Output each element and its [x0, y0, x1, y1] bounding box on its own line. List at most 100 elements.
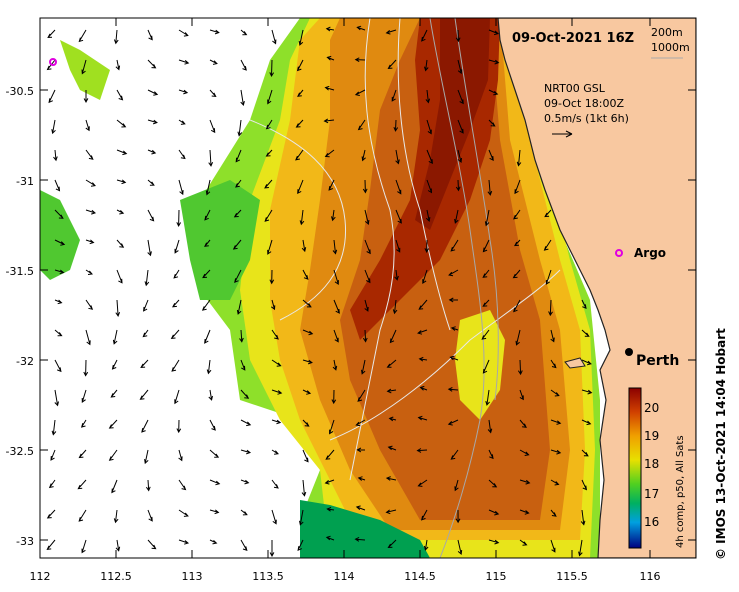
current-vector [267, 89, 273, 105]
current-vector [355, 419, 366, 427]
current-vector [85, 239, 95, 245]
current-vector [421, 29, 428, 42]
current-vector [455, 179, 461, 192]
current-vector [240, 419, 252, 427]
current-vector [54, 329, 63, 337]
current-vector [176, 209, 182, 227]
current-vector [85, 299, 94, 310]
current-vector [265, 119, 273, 130]
current-vector [581, 389, 593, 395]
current-vector [326, 55, 335, 61]
current-vector [361, 149, 366, 162]
current-vector [115, 59, 121, 71]
current-vector [395, 209, 402, 224]
current-vector [85, 269, 93, 275]
current-vector [48, 89, 56, 104]
current-vector [394, 269, 399, 281]
current-vector [302, 389, 312, 395]
current-vector [385, 476, 397, 481]
argo-marker [615, 249, 623, 257]
current-vector [455, 29, 461, 43]
current-vector [54, 209, 64, 219]
current-vector [550, 449, 562, 455]
current-vector [426, 119, 432, 135]
current-vector [178, 119, 186, 125]
current-vector [448, 269, 459, 277]
current-vector [46, 539, 56, 551]
current-vector [355, 505, 366, 511]
current-vector [85, 329, 91, 346]
current-vector [488, 539, 500, 545]
current-vector [178, 179, 184, 196]
current-vector [417, 479, 428, 487]
current-vector [425, 89, 431, 104]
current-info: NRT00 GSL 09-Oct 18:00Z 0.5m/s (1kt 6h) [544, 82, 629, 138]
current-vector [204, 239, 211, 247]
x-tick-112: 112 [30, 570, 51, 583]
current-vector [235, 149, 242, 163]
current-vector [239, 329, 244, 343]
current-vector [269, 269, 275, 285]
current-vector [302, 299, 312, 308]
current-vector [170, 329, 180, 339]
current-vector [81, 389, 87, 403]
current-vector [176, 419, 182, 434]
current-vector [202, 269, 211, 279]
current-vector [147, 539, 157, 550]
current-vector [269, 59, 275, 78]
current-vector [550, 509, 557, 517]
current-vector [240, 389, 250, 399]
colorbar-tick-18: 18 [644, 457, 659, 471]
current-vector [116, 209, 125, 215]
current-vector [147, 29, 153, 41]
current-vector [178, 59, 190, 65]
current-vector [514, 179, 521, 195]
current-vector [302, 269, 309, 280]
current-vector [147, 209, 155, 222]
current-vector [204, 329, 211, 344]
current-vector [581, 419, 592, 426]
current-vector [386, 388, 397, 394]
current-vector [144, 269, 150, 287]
current-vector [209, 479, 221, 486]
current-vector [147, 59, 157, 69]
current-vector [457, 119, 464, 134]
current-vector [271, 479, 279, 489]
current-vector [271, 329, 279, 340]
current-vector [302, 329, 314, 336]
x-tick-114: 114 [334, 570, 355, 583]
current-vector [516, 149, 522, 167]
current-vector [325, 449, 335, 460]
current-vector [455, 509, 461, 524]
current-vector [354, 57, 366, 63]
current-vector [85, 149, 94, 160]
colorbar-title: 4h comp, p50, All Sats [675, 435, 686, 548]
current-vector [329, 419, 335, 435]
current-vector [116, 119, 127, 128]
current-vector [178, 29, 189, 37]
magenta-marker-west [49, 58, 57, 66]
current-vector [116, 149, 128, 156]
y-tick-33: -33 [16, 535, 34, 548]
perth-marker [625, 348, 633, 356]
current-vector [580, 509, 586, 526]
current-vector [482, 239, 490, 253]
x-tick-113: 113 [182, 570, 203, 583]
current-vector [388, 416, 397, 422]
current-vector [54, 239, 66, 246]
current-vector [236, 299, 242, 315]
current-source: NRT00 GSL [544, 82, 606, 95]
y-tick-30-5: -30.5 [6, 85, 34, 98]
current-vector [51, 419, 57, 436]
current-vector [145, 479, 151, 492]
current-vector [548, 299, 553, 317]
current-vector [296, 59, 304, 72]
current-vector [147, 179, 155, 186]
current-vector [354, 536, 366, 542]
current-vector [116, 269, 123, 284]
y-tick-32-5: -32.5 [6, 445, 34, 458]
current-vector [488, 29, 500, 36]
current-vector [50, 449, 56, 461]
imos-credit: © IMOS 13-Oct-2021 14:04 Hobart [714, 328, 728, 560]
current-vector [393, 119, 399, 132]
